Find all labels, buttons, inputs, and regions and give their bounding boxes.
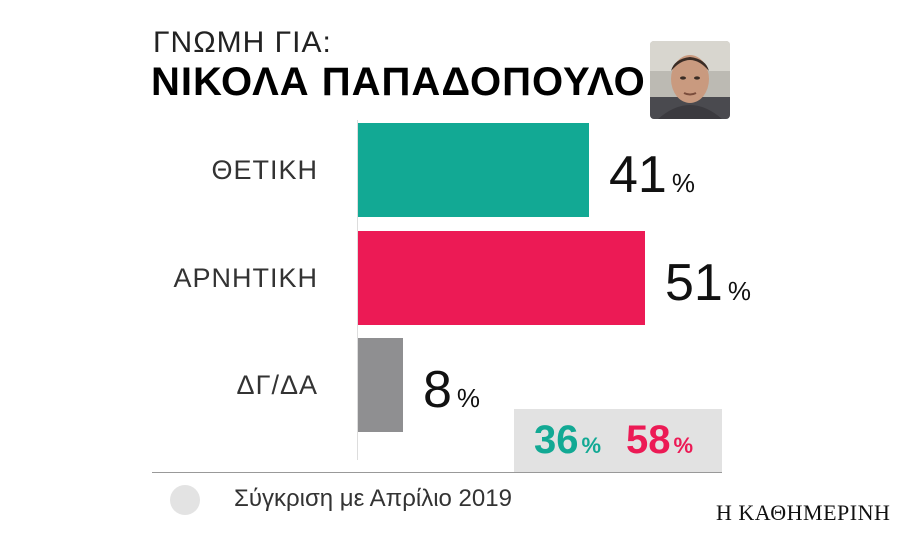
portrait-photo (650, 41, 730, 119)
value-number: 8 (423, 361, 452, 419)
percent-sign: % (671, 168, 695, 198)
percent-sign: % (727, 276, 751, 306)
comparison-number: 58 (626, 418, 671, 462)
percent-sign: % (673, 433, 694, 458)
bar-dk-na (358, 338, 403, 432)
legend-label: Σύγκριση με Απρίλιο 2019 (234, 485, 512, 512)
category-label-negative: ΑΡΝΗΤΙΚΗ (173, 263, 318, 293)
bar-negative (358, 231, 645, 325)
chart-axis-line (357, 120, 358, 460)
value-label-dk-na: 8% (423, 364, 480, 416)
percent-sign: % (581, 433, 602, 458)
percent-sign: % (456, 383, 481, 413)
value-label-positive: 41% (609, 149, 695, 201)
value-label-negative: 51% (665, 257, 751, 309)
brand-logo: Η ΚΑΘΗΜΕΡΙΝΗ (716, 500, 891, 525)
legend-dot-icon (170, 485, 200, 515)
comparison-box (514, 409, 722, 472)
comparison-value-positive: 36% (534, 420, 601, 460)
value-number: 51 (665, 254, 723, 312)
value-number: 41 (609, 146, 667, 204)
bar-positive (358, 123, 589, 217)
comparison-value-negative: 58% (626, 420, 693, 460)
comparison-number: 36 (534, 418, 579, 462)
page-subtitle: ΓΝΩΜΗ ΓΙΑ: (153, 26, 332, 59)
page-title: ΝΙΚΟΛΑ ΠΑΠΑΔΟΠΟΥΛΟ (151, 60, 646, 104)
footer-divider (152, 472, 722, 473)
category-label-dk-na: ΔΓ/ΔΑ (236, 370, 318, 400)
category-label-positive: ΘΕΤΙΚΗ (211, 155, 318, 185)
